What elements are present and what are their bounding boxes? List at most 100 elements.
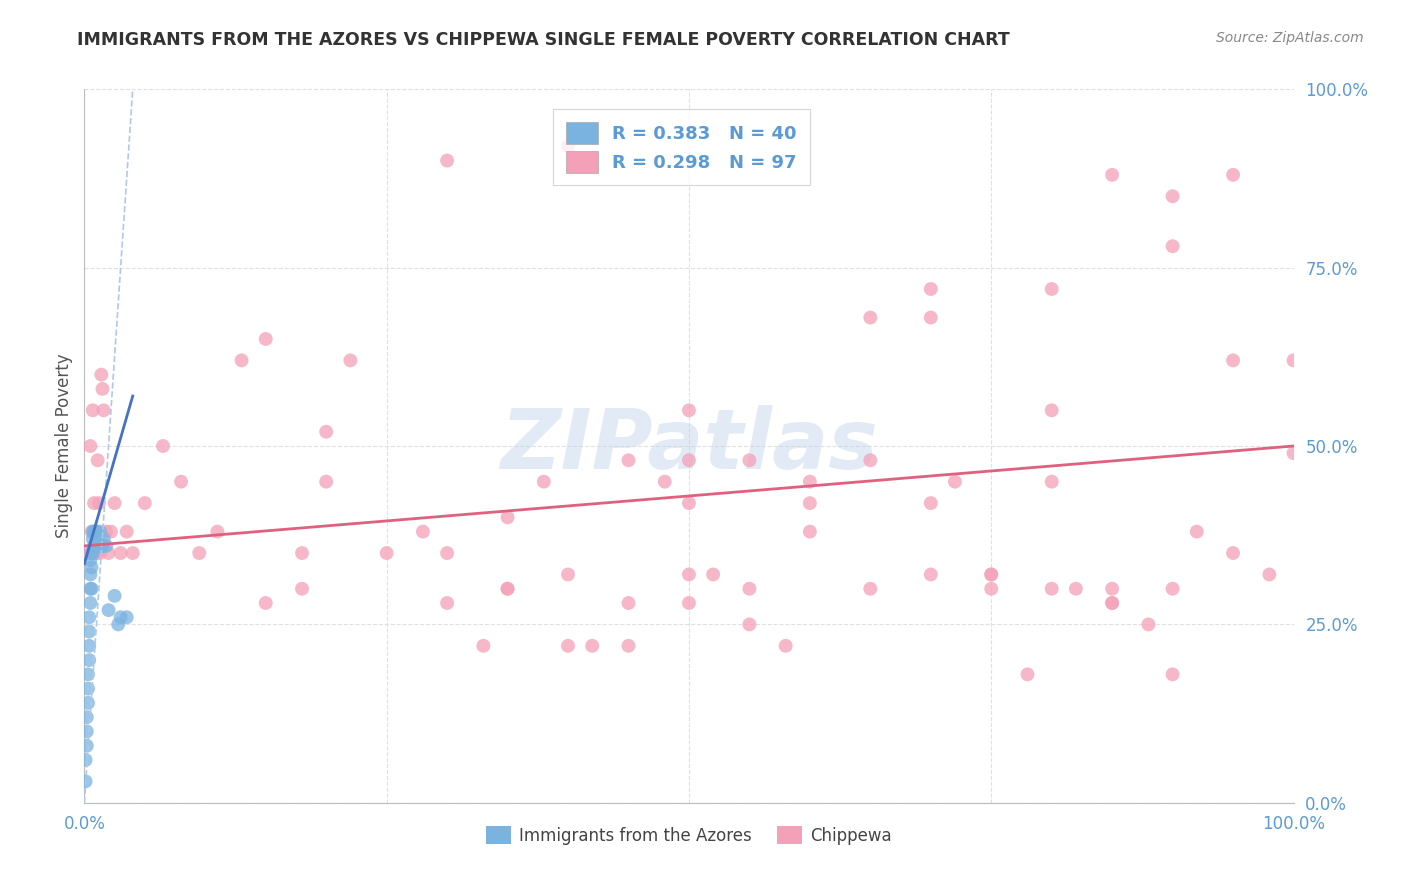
- Point: [254, 332, 277, 346]
- Point: [87, 496, 110, 510]
- Point: [86, 539, 108, 553]
- Point: [738, 582, 761, 596]
- Point: [97, 603, 120, 617]
- Point: [79, 596, 101, 610]
- Point: [1222, 353, 1244, 368]
- Point: [1222, 546, 1244, 560]
- Point: [77, 653, 100, 667]
- Point: [1064, 582, 1087, 596]
- Point: [1101, 168, 1123, 182]
- Point: [82, 403, 104, 417]
- Point: [1101, 596, 1123, 610]
- Point: [93, 532, 115, 546]
- Point: [90, 539, 112, 553]
- Point: [83, 496, 105, 510]
- Point: [90, 368, 112, 382]
- Point: [188, 546, 211, 560]
- Point: [496, 582, 519, 596]
- Point: [678, 453, 700, 467]
- Point: [100, 524, 122, 539]
- Point: [79, 567, 101, 582]
- Point: [557, 567, 579, 582]
- Point: [75, 753, 97, 767]
- Point: [84, 524, 107, 539]
- Point: [79, 553, 101, 567]
- Point: [339, 353, 361, 368]
- Point: [231, 353, 253, 368]
- Point: [86, 453, 108, 467]
- Point: [134, 496, 156, 510]
- Point: [920, 310, 942, 325]
- Point: [617, 453, 640, 467]
- Point: [83, 539, 105, 553]
- Point: [1040, 582, 1063, 596]
- Point: [1101, 582, 1123, 596]
- Point: [412, 524, 434, 539]
- Point: [859, 310, 882, 325]
- Point: [678, 567, 700, 582]
- Point: [738, 453, 761, 467]
- Point: [375, 546, 398, 560]
- Point: [980, 582, 1002, 596]
- Point: [170, 475, 193, 489]
- Text: IMMIGRANTS FROM THE AZORES VS CHIPPEWA SINGLE FEMALE POVERTY CORRELATION CHART: IMMIGRANTS FROM THE AZORES VS CHIPPEWA S…: [77, 31, 1010, 49]
- Point: [943, 475, 966, 489]
- Point: [76, 724, 98, 739]
- Point: [84, 539, 107, 553]
- Point: [89, 546, 111, 560]
- Legend: Immigrants from the Azores, Chippewa: Immigrants from the Azores, Chippewa: [479, 820, 898, 852]
- Point: [1161, 667, 1184, 681]
- Point: [920, 496, 942, 510]
- Point: [980, 567, 1002, 582]
- Point: [94, 539, 117, 553]
- Point: [77, 639, 100, 653]
- Point: [82, 532, 104, 546]
- Point: [291, 546, 314, 560]
- Point: [1282, 353, 1305, 368]
- Point: [121, 546, 143, 560]
- Point: [80, 524, 103, 539]
- Point: [775, 639, 797, 653]
- Point: [152, 439, 174, 453]
- Point: [115, 610, 138, 624]
- Point: [83, 524, 105, 539]
- Point: [496, 510, 519, 524]
- Point: [207, 524, 229, 539]
- Point: [77, 696, 100, 710]
- Text: ZIPatlas: ZIPatlas: [501, 406, 877, 486]
- Point: [617, 639, 640, 653]
- Point: [84, 524, 107, 539]
- Point: [77, 624, 100, 639]
- Point: [315, 425, 337, 439]
- Point: [76, 710, 98, 724]
- Point: [533, 475, 555, 489]
- Point: [436, 596, 458, 610]
- Point: [920, 282, 942, 296]
- Point: [1282, 446, 1305, 460]
- Point: [104, 496, 127, 510]
- Point: [77, 681, 100, 696]
- Point: [980, 567, 1002, 582]
- Point: [82, 546, 104, 560]
- Point: [1161, 239, 1184, 253]
- Point: [738, 617, 761, 632]
- Point: [77, 546, 100, 560]
- Point: [86, 532, 108, 546]
- Point: [79, 439, 101, 453]
- Point: [1185, 524, 1208, 539]
- Point: [1040, 403, 1063, 417]
- Point: [496, 582, 519, 596]
- Point: [107, 617, 129, 632]
- Point: [859, 582, 882, 596]
- Point: [1040, 282, 1063, 296]
- Point: [654, 475, 676, 489]
- Point: [859, 453, 882, 467]
- Point: [80, 582, 103, 596]
- Point: [79, 582, 101, 596]
- Point: [94, 524, 117, 539]
- Point: [80, 560, 103, 574]
- Point: [87, 539, 110, 553]
- Point: [86, 546, 108, 560]
- Point: [80, 546, 103, 560]
- Point: [76, 739, 98, 753]
